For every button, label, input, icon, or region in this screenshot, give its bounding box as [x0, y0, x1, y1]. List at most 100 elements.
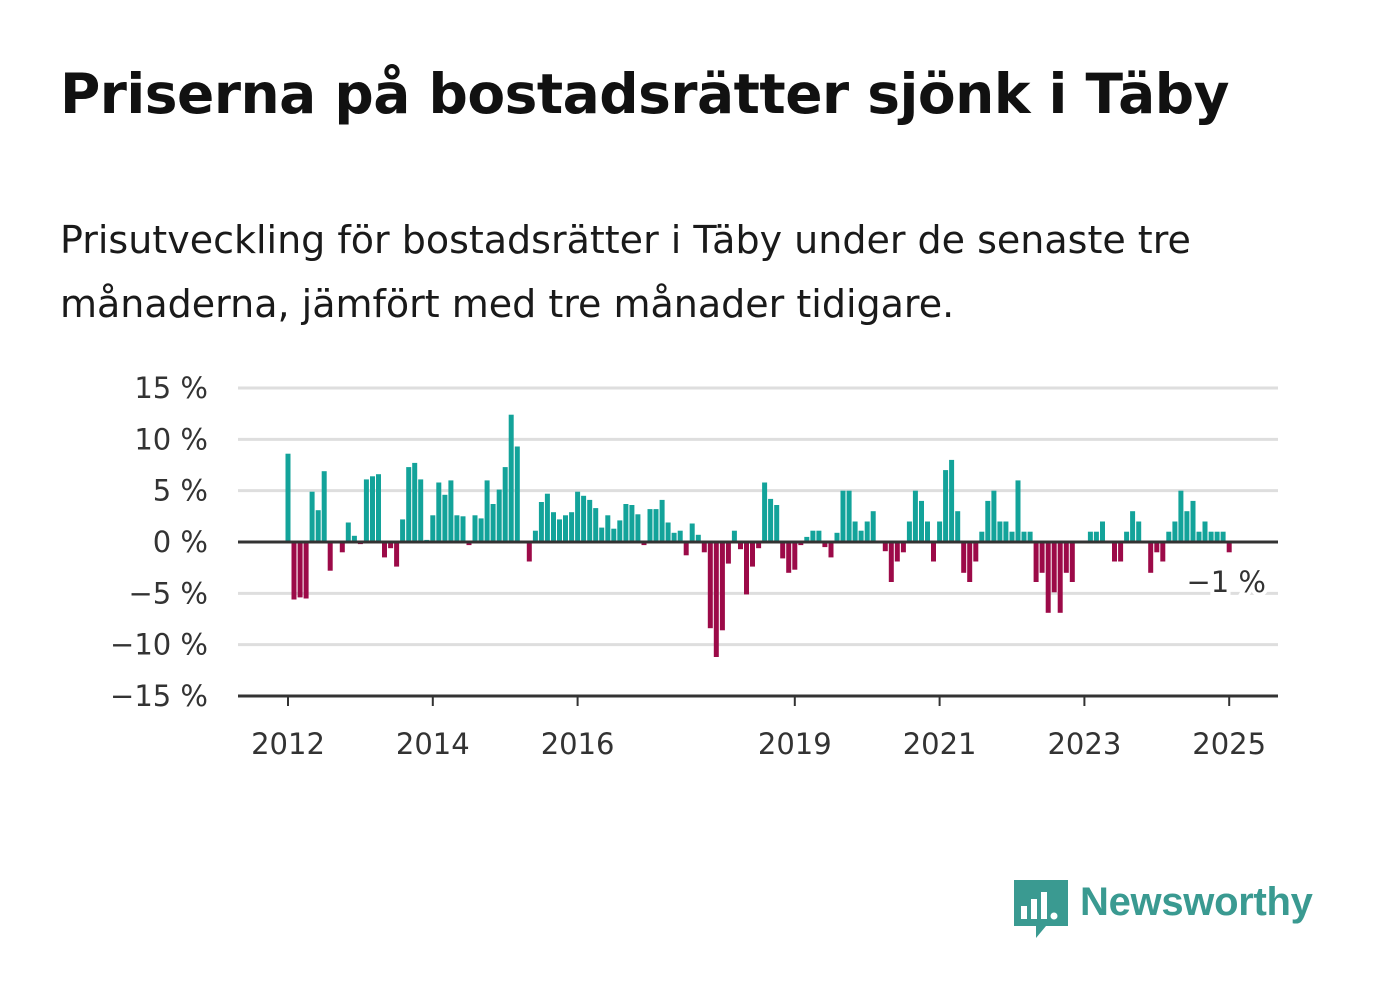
bar: [1039, 542, 1045, 573]
bar: [997, 521, 1003, 542]
bar: [949, 459, 955, 542]
bar: [617, 520, 623, 542]
bar: [671, 532, 677, 542]
bar: [1172, 521, 1178, 542]
bar: [1166, 531, 1172, 542]
bar: [400, 519, 406, 542]
bar: [291, 542, 297, 600]
bar: [394, 542, 400, 567]
chart-subtitle: Prisutveckling för bostadsrätter i Täby …: [60, 218, 1191, 326]
bar: [1190, 500, 1196, 542]
bar: [502, 467, 508, 542]
bar: [363, 479, 369, 542]
bar: [490, 504, 496, 542]
bar: [581, 495, 587, 542]
bar: [1118, 542, 1124, 562]
bar: [544, 493, 550, 542]
bar: [659, 499, 665, 542]
bar: [798, 542, 804, 546]
logo-text: Newsworthy: [1080, 880, 1313, 924]
bar: [345, 522, 351, 542]
bar: [1033, 542, 1039, 582]
bar: [466, 542, 472, 546]
bar: [888, 542, 894, 582]
x-tick-label: 2014: [396, 727, 470, 761]
bar: [882, 542, 888, 552]
bar: [496, 489, 502, 542]
bar-chart-speech-bubble-icon: [1014, 880, 1068, 938]
bar: [1093, 531, 1099, 542]
bar: [973, 542, 979, 562]
bar: [979, 531, 985, 542]
x-tick-label: 2019: [758, 727, 832, 761]
bar: [931, 542, 936, 562]
bar: [894, 542, 900, 562]
bar: [339, 542, 345, 553]
bar: [762, 482, 768, 542]
bar: [1112, 542, 1117, 562]
bar: [605, 515, 611, 542]
bar: [370, 476, 375, 542]
bar: [677, 530, 683, 542]
bar: [1021, 531, 1027, 542]
y-tick-label: 0 %: [153, 525, 208, 559]
bar: [1051, 542, 1057, 593]
bar: [828, 542, 834, 558]
bar: [738, 542, 743, 550]
bar: [1069, 542, 1075, 582]
bar: [744, 542, 749, 595]
bar: [810, 530, 816, 542]
bar: [587, 499, 593, 542]
bar: [406, 467, 412, 542]
bar: [961, 542, 967, 573]
bar: [508, 414, 514, 542]
bar: [412, 462, 418, 542]
bar: [418, 479, 424, 542]
bar: [575, 491, 581, 542]
bar: [822, 542, 828, 548]
bar: [701, 542, 707, 553]
bar: [321, 471, 327, 542]
bar: [376, 474, 381, 542]
y-tick-label: −5 %: [128, 576, 208, 610]
x-tick-label: 2021: [903, 727, 977, 761]
bar: [719, 542, 725, 631]
bar: [629, 505, 635, 542]
y-tick-label: −10 %: [110, 628, 208, 662]
bar: [653, 509, 659, 542]
axes: [238, 540, 1278, 706]
bar: [430, 515, 436, 542]
bar: [327, 542, 333, 571]
bar: [955, 511, 961, 542]
bar: [912, 490, 918, 542]
bar: [1027, 531, 1033, 542]
bar: [925, 521, 930, 542]
bar: [526, 542, 532, 562]
bar: [1148, 542, 1154, 573]
bar: [713, 542, 719, 657]
bar: [611, 528, 617, 542]
bar: [623, 504, 629, 542]
bar: [858, 530, 864, 542]
bar: [840, 490, 846, 542]
bar: [786, 542, 792, 573]
y-tick-label: 10 %: [134, 422, 208, 456]
x-tick-label: 2012: [251, 727, 325, 761]
bar: [937, 521, 943, 542]
bar: [834, 532, 840, 542]
grid-lines: [238, 386, 1278, 647]
annotations: −1 %: [1182, 561, 1270, 603]
bar: [1214, 531, 1220, 542]
bar: [731, 530, 737, 542]
bar: [774, 505, 780, 542]
bar: [1196, 531, 1202, 542]
y-tick-label: 15 %: [134, 371, 208, 405]
bar: [514, 446, 520, 542]
bar: [967, 542, 973, 582]
bar: [538, 502, 544, 542]
bar: [551, 512, 556, 542]
bar: [1202, 521, 1208, 542]
bar: [864, 521, 870, 542]
bar: [985, 500, 991, 542]
bar: [816, 530, 822, 542]
